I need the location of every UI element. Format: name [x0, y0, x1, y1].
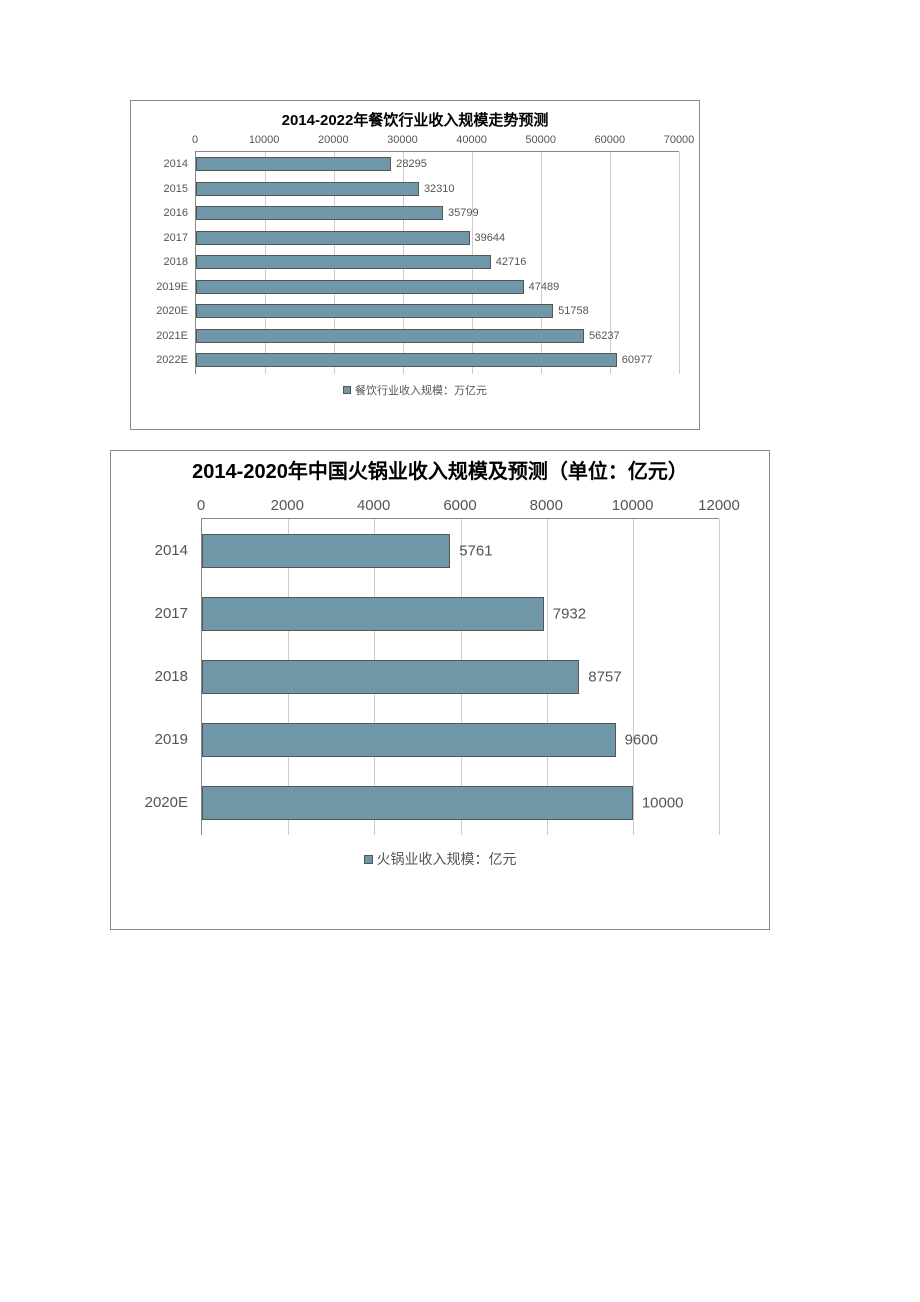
bar: 47489 [196, 280, 524, 294]
bar-value: 60977 [616, 354, 653, 366]
x-axis: 0 10000 20000 30000 40000 50000 60000 70… [195, 134, 679, 152]
bar-row: 2017 39644 [196, 226, 679, 251]
bar-row: 2020E 51758 [196, 299, 679, 324]
x-tick: 70000 [664, 134, 695, 146]
bar-value: 35799 [442, 207, 479, 219]
legend: 火锅业收入规模：亿元 [111, 849, 769, 869]
y-label: 2015 [164, 183, 196, 195]
bar: 42716 [196, 255, 491, 269]
x-tick: 20000 [318, 134, 349, 146]
y-label: 2018 [164, 256, 196, 268]
legend-label: 火锅业收入规模：亿元 [377, 851, 517, 867]
plot-area: 0 10000 20000 30000 40000 50000 60000 70… [195, 134, 679, 374]
x-tick: 50000 [525, 134, 556, 146]
x-tick: 10000 [612, 497, 654, 514]
gridline [679, 152, 680, 374]
bar-row: 2022E 60977 [196, 348, 679, 373]
bar-row: 2015 32310 [196, 177, 679, 202]
bar: 7932 [202, 597, 544, 631]
bar-value: 56237 [583, 330, 620, 342]
bar-row: 2020E 10000 [202, 771, 719, 834]
bar-value: 9600 [615, 731, 658, 748]
x-tick: 8000 [530, 497, 563, 514]
bar-row: 2017 7932 [202, 582, 719, 645]
bar: 8757 [202, 660, 579, 694]
bars-area: 2014 5761 2017 7932 2018 8757 2019 [201, 519, 719, 835]
legend: 餐饮行业收入规模：万亿元 [131, 382, 699, 398]
bar: 35799 [196, 206, 443, 220]
bars-area: 2014 28295 2015 32310 2016 35799 2017 [195, 152, 679, 374]
y-label: 2022E [156, 354, 196, 366]
x-tick: 0 [197, 497, 205, 514]
bar-row: 2021E 56237 [196, 324, 679, 349]
bar-value: 39644 [469, 232, 506, 244]
plot-area: 0 2000 4000 6000 8000 10000 12000 2014 5… [201, 495, 719, 835]
bar: 51758 [196, 304, 553, 318]
y-label: 2017 [155, 605, 202, 622]
bar-value: 8757 [578, 668, 621, 685]
x-tick: 12000 [698, 497, 740, 514]
legend-swatch [343, 386, 351, 394]
bar-row: 2016 35799 [196, 201, 679, 226]
bar-value: 5761 [449, 542, 492, 559]
legend-label: 餐饮行业收入规模：万亿元 [355, 385, 487, 397]
chart-title: 2014-2022年餐饮行业收入规模走势预测 [131, 101, 699, 130]
x-tick: 6000 [443, 497, 476, 514]
y-label: 2014 [164, 158, 196, 170]
bar-value: 28295 [390, 158, 427, 170]
x-tick: 10000 [249, 134, 280, 146]
x-tick: 0 [192, 134, 198, 146]
x-tick: 60000 [595, 134, 626, 146]
x-tick: 4000 [357, 497, 390, 514]
y-label: 2014 [155, 542, 202, 559]
x-tick: 40000 [456, 134, 487, 146]
y-label: 2021E [156, 330, 196, 342]
bar-value: 51758 [552, 305, 589, 317]
y-label: 2017 [164, 232, 196, 244]
bar-value: 32310 [418, 183, 455, 195]
bar-row: 2018 42716 [196, 250, 679, 275]
bar-row: 2014 28295 [196, 152, 679, 177]
y-label: 2020E [145, 794, 202, 811]
legend-swatch [364, 855, 373, 864]
bar-value: 47489 [523, 281, 560, 293]
bar-row: 2019 9600 [202, 708, 719, 771]
bar: 28295 [196, 157, 391, 171]
bar: 9600 [202, 723, 616, 757]
gridline [719, 519, 720, 835]
bar: 60977 [196, 353, 617, 367]
bar: 10000 [202, 786, 633, 820]
y-label: 2020E [156, 305, 196, 317]
y-label: 2019 [155, 731, 202, 748]
y-label: 2018 [155, 668, 202, 685]
x-tick: 30000 [387, 134, 418, 146]
bar: 5761 [202, 534, 450, 568]
catering-revenue-chart: 2014-2022年餐饮行业收入规模走势预测 0 10000 20000 300… [130, 100, 700, 430]
bar: 56237 [196, 329, 584, 343]
bar: 32310 [196, 182, 419, 196]
y-label: 2016 [164, 207, 196, 219]
x-tick: 2000 [271, 497, 304, 514]
x-axis: 0 2000 4000 6000 8000 10000 12000 [201, 495, 719, 519]
bar-value: 10000 [632, 794, 684, 811]
bar-value: 7932 [543, 605, 586, 622]
hotpot-revenue-chart: 2014-2020年中国火锅业收入规模及预测（单位：亿元） 0 2000 400… [110, 450, 770, 930]
chart-title: 2014-2020年中国火锅业收入规模及预测（单位：亿元） [111, 451, 769, 487]
bar: 39644 [196, 231, 470, 245]
bar-row: 2019E 47489 [196, 275, 679, 300]
bar-row: 2018 8757 [202, 645, 719, 708]
bar-value: 42716 [490, 256, 527, 268]
y-label: 2019E [156, 281, 196, 293]
bar-row: 2014 5761 [202, 519, 719, 582]
